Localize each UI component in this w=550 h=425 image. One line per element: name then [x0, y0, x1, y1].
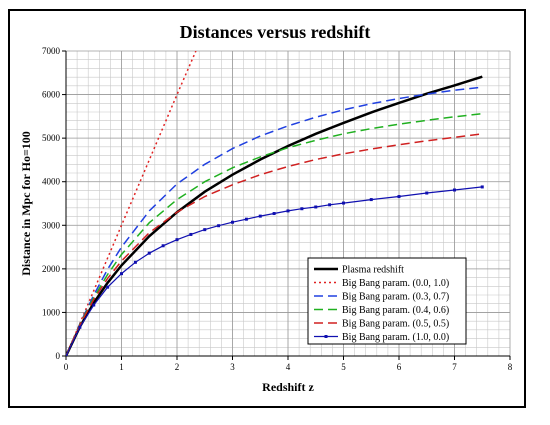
series-line — [66, 186, 483, 356]
legend-label: Big Bang param. (0.3, 0.7) — [342, 292, 449, 303]
data-point — [78, 325, 82, 329]
y-tick-label: 1000 — [42, 307, 61, 317]
legend-label: Big Bang param. (1.0, 0.0) — [342, 332, 449, 343]
x-tick-label: 7 — [452, 362, 457, 372]
data-point — [175, 238, 179, 242]
x-tick-label: 4 — [286, 362, 291, 372]
series-line — [66, 86, 483, 356]
data-point — [106, 285, 110, 289]
y-tick-label: 3000 — [42, 220, 61, 230]
data-point — [161, 244, 165, 248]
y-tick-label: 2000 — [42, 264, 61, 274]
x-tick-label: 1 — [119, 362, 124, 372]
x-tick-label: 3 — [230, 362, 235, 372]
legend-label: Big Bang param. (0.4, 0.6) — [342, 305, 449, 316]
y-tick-label: 5000 — [42, 133, 61, 143]
series-5 — [66, 185, 484, 356]
series-4 — [66, 133, 483, 356]
series-line — [66, 75, 483, 356]
data-point — [342, 201, 345, 205]
y-tick-label: 4000 — [42, 177, 61, 187]
legend-label: Plasma redshift — [342, 265, 404, 276]
x-tick-label: 8 — [508, 362, 513, 372]
y-tick-label: 6000 — [42, 90, 61, 100]
data-point — [133, 260, 137, 264]
x-tick-label: 6 — [397, 362, 402, 372]
data-point — [92, 303, 96, 307]
data-point — [314, 205, 318, 209]
data-point — [286, 209, 290, 213]
y-axis-label: Distance in Mpc for Ho=100 — [19, 131, 33, 276]
data-point — [203, 228, 207, 232]
series-line — [66, 133, 483, 356]
data-point — [258, 214, 262, 218]
data-point — [120, 272, 123, 276]
y-tick-label: 7000 — [42, 46, 61, 56]
data-point — [189, 232, 193, 236]
data-point — [328, 203, 332, 207]
data-point — [300, 207, 304, 211]
series-0 — [66, 75, 483, 356]
legend-label: Big Bang param. (0.0, 1.0) — [342, 278, 449, 289]
axes — [62, 50, 511, 360]
data-point — [231, 220, 234, 224]
tick-labels: 0 1 2 3 4 5 6 7 8 0 1000 2000 3000 4000 5000 6000 7000 — [42, 46, 513, 372]
series-line — [66, 51, 197, 356]
data-point — [425, 191, 429, 195]
series-3 — [66, 112, 483, 356]
data-point — [217, 224, 221, 228]
data-point — [453, 188, 456, 192]
legend-label: Big Bang param. (0.5, 0.5) — [342, 319, 449, 330]
y-tick-label: 0 — [56, 351, 61, 361]
legend: Plasma redshift Big Bang param. (0.0, 1.0… — [307, 257, 467, 345]
data-point — [480, 185, 484, 189]
x-tick-label: 0 — [64, 362, 69, 372]
data-point — [397, 195, 401, 199]
x-tick-label: 2 — [175, 362, 180, 372]
plot-series — [66, 51, 484, 356]
data-point — [272, 212, 276, 216]
x-axis-label: Redshift z — [262, 380, 314, 394]
series-line — [66, 112, 483, 356]
series-1 — [66, 51, 197, 356]
legend-marker — [324, 335, 328, 338]
chart-title: Distances versus redshift — [179, 22, 371, 42]
legend-box — [307, 257, 467, 345]
data-point — [244, 217, 248, 221]
data-point — [147, 251, 151, 255]
data-point — [369, 198, 373, 202]
series-2 — [66, 86, 483, 356]
data-point — [66, 354, 68, 356]
x-tick-label: 5 — [341, 362, 346, 372]
